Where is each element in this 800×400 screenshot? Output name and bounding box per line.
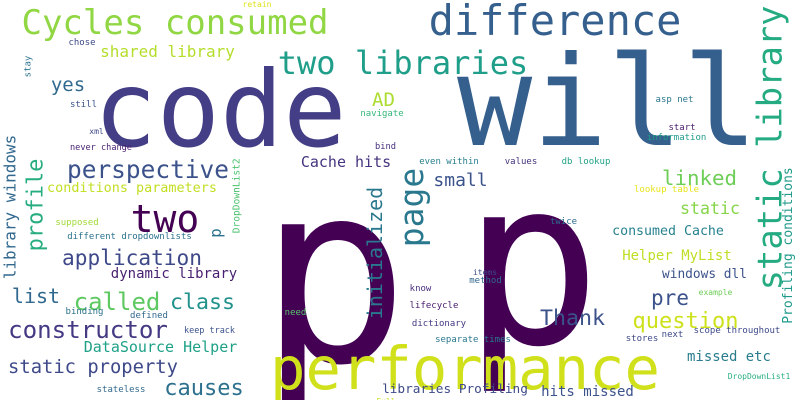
cloud-word-shared-library: shared library: [100, 42, 235, 61]
cloud-word-values: values: [504, 157, 538, 167]
cloud-word-missed-etc: missed etc: [687, 349, 771, 366]
cloud-word-small: small: [433, 170, 488, 191]
cloud-word-different-dropdownlists: different dropdownlists: [67, 232, 192, 242]
cloud-word-navigate: navigate: [360, 109, 404, 119]
cloud-word-dropdownlist2: DropDownList2: [231, 158, 243, 233]
cloud-word-called: called: [73, 288, 161, 316]
cloud-word-yes: yes: [50, 74, 86, 96]
cloud-word-p-large-right: p: [462, 131, 602, 398]
cloud-word-hits-missed: hits missed: [541, 384, 634, 400]
cloud-word-two-libraries: two libraries: [277, 44, 529, 82]
cloud-word-stores: stores: [625, 334, 659, 344]
cloud-word-datasource-helper: DataSource Helper: [83, 338, 238, 356]
cloud-word-constructor: constructor: [8, 316, 168, 345]
cloud-word-library-windows: library windows: [0, 134, 19, 280]
cloud-word-retain: retain: [242, 0, 272, 9]
cloud-word-question: question: [632, 309, 739, 334]
cloud-word-bind: bind: [375, 142, 396, 153]
cloud-word-information: information: [646, 133, 707, 143]
cloud-word-keep-track: keep track: [184, 325, 235, 336]
cloud-word-p-large-left: p: [258, 129, 410, 400]
cloud-word-list: list: [11, 284, 61, 308]
cloud-word-example: example: [698, 288, 733, 297]
cloud-word-ad: AD: [372, 89, 395, 111]
cloud-word-lifecycle: lifecycle: [409, 301, 459, 311]
cloud-word-cache-hits: Cache hits: [300, 153, 392, 171]
cloud-word-two: two: [130, 197, 200, 241]
cloud-word-linked: linked: [662, 165, 737, 190]
cloud-word-binding: binding: [65, 307, 104, 317]
cloud-word-lookup-table: lookup table: [633, 185, 700, 195]
cloud-word-thank: Thank: [540, 306, 605, 332]
cloud-word-helper-mylist: Helper MyList: [622, 248, 732, 264]
cloud-word-separate-times: separate times: [435, 335, 511, 345]
cloud-word-xml: xml: [89, 127, 104, 136]
cloud-word-difference: difference: [428, 0, 682, 45]
cloud-word-profile: profile: [23, 158, 48, 252]
cloud-word-still: still: [70, 100, 97, 111]
cloud-word-need: need: [284, 308, 307, 318]
cloud-word-profiling-conditions: Profiling conditions: [780, 166, 796, 324]
cloud-word-supposed: supposed: [55, 218, 99, 228]
cloud-word-causes: causes: [164, 376, 244, 400]
cloud-word-static-property: static property: [8, 357, 178, 379]
cloud-word-libraries-profiling: libraries Profiling: [382, 381, 528, 397]
cloud-word-even-within: even within: [419, 157, 479, 167]
cloud-word-asp-net: asp net: [655, 95, 694, 105]
cloud-word-never-change: never change: [70, 143, 132, 154]
cloud-word-dynamic-library: dynamic library: [110, 266, 238, 282]
cloud-word-will: will: [456, 30, 759, 175]
cloud-word-next: next: [661, 330, 684, 340]
cloud-word-consumed-cache: consumed Cache: [612, 224, 724, 240]
cloud-word-method: method: [469, 276, 502, 286]
cloud-word-performance: performance: [270, 333, 660, 400]
cloud-word-start: start: [668, 123, 696, 133]
cloud-word-cycles-consumed: Cycles consumed: [21, 3, 329, 43]
cloud-word-code: code: [93, 49, 347, 171]
cloud-word-dictionary: dictionary: [411, 319, 467, 329]
cloud-word-chose: chose: [68, 38, 96, 48]
cloud-word-dropdownlist1: DropDownList1: [727, 372, 791, 381]
cloud-word-defined: defined: [130, 311, 168, 321]
cloud-word-twice: twice: [549, 217, 578, 227]
cloud-word-db-lookup: db lookup: [561, 157, 611, 167]
cloud-word-know: know: [409, 284, 432, 294]
cloud-word-perspective: perspective: [67, 154, 229, 184]
cloud-word-pre: pre: [651, 286, 689, 310]
cloud-word-initialized: initialized: [362, 186, 387, 319]
cloud-word-p-small: p: [205, 228, 225, 238]
cloud-word-stateless: stateless: [96, 385, 146, 395]
cloud-word-page: page: [391, 167, 431, 248]
cloud-word-static: static: [680, 198, 740, 218]
cloud-word-application: application: [62, 244, 202, 270]
cloud-word-items: items: [472, 268, 498, 277]
cloud-word-conditions-parameters: conditions parameters: [47, 181, 217, 197]
cloud-word-class: class: [170, 290, 235, 316]
cloud-word-scope-throughout: scope throughout: [693, 326, 781, 336]
cloud-word-stay: stay: [23, 55, 33, 78]
cloud-word-full: Full: [376, 398, 395, 400]
cloud-word-windows-dll: windows dll: [662, 266, 747, 282]
